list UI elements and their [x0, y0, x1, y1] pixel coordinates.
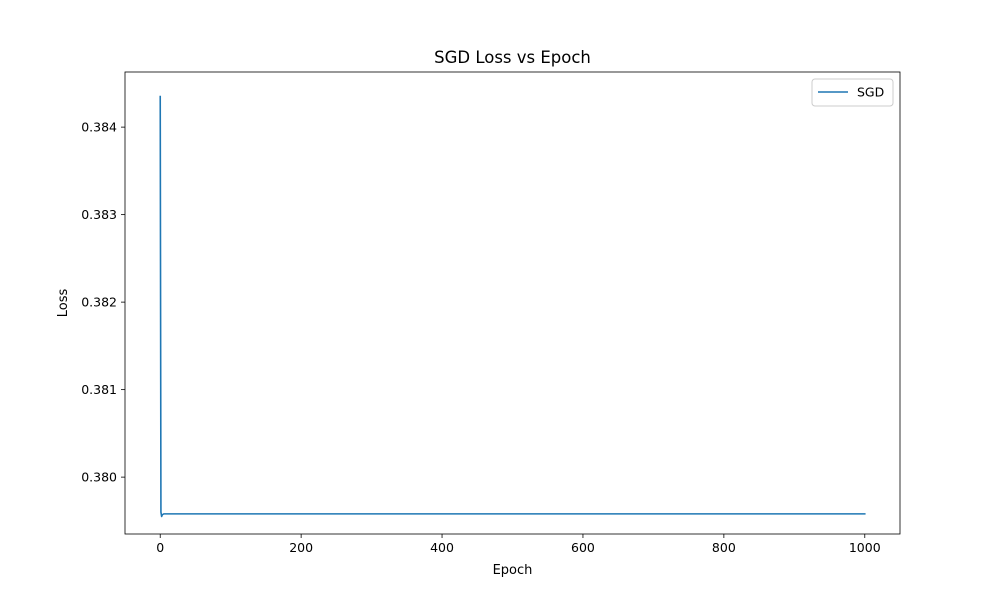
- axes-frame: [124, 71, 901, 535]
- x-tick-label: 600: [571, 540, 595, 555]
- legend-box: [811, 78, 894, 107]
- series-layer: [159, 95, 866, 518]
- x-tick-label: 0: [156, 540, 164, 555]
- x-axis-label: Epoch: [493, 563, 533, 578]
- x-tick-label: 1000: [849, 540, 881, 555]
- x-tick-label: 200: [289, 540, 313, 555]
- x-tick-label: 400: [430, 540, 454, 555]
- plot-area: [125, 72, 900, 534]
- y-tick-label: 0.383: [81, 207, 117, 222]
- y-tick-label: 0.384: [81, 120, 117, 135]
- y-tick-label: 0.380: [81, 470, 117, 485]
- y-axis-ticks: 0.380 0.381 0.382 0.383 0.384: [81, 120, 125, 485]
- y-tick-label: 0.382: [81, 295, 117, 310]
- x-axis-ticks: 0 200 400 600 800 1000: [156, 534, 881, 555]
- chart-title: SGD Loss vs Epoch: [434, 48, 591, 67]
- series-line-sgd: [159, 95, 866, 518]
- y-tick-label: 0.381: [81, 382, 117, 397]
- x-tick-label: 800: [712, 540, 736, 555]
- y-axis-label: Loss: [56, 289, 71, 318]
- legend-label-sgd: SGD: [857, 85, 884, 100]
- legend: SGD: [811, 78, 894, 107]
